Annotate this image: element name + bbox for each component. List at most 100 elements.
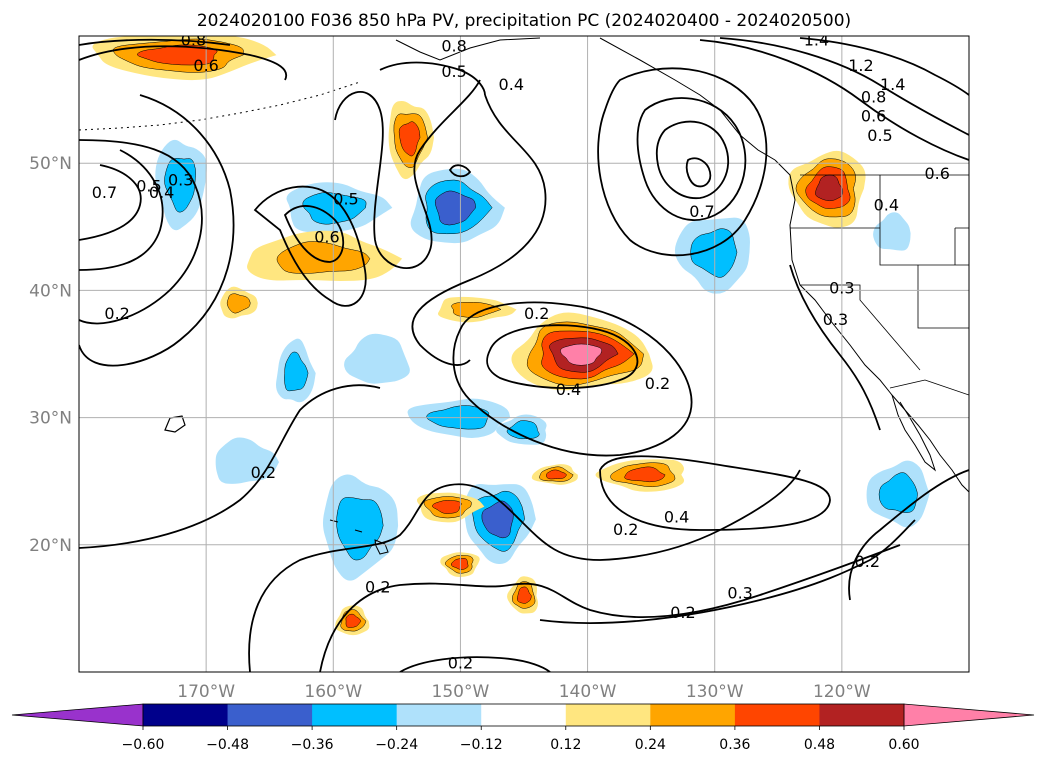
shaded-region [416,492,485,523]
contour-label: 0.6 [861,107,886,126]
shading-band [276,241,371,274]
contour-line [636,97,747,221]
contour-label: 0.8 [441,37,466,56]
contour-line [699,39,969,161]
shading-band [302,192,367,225]
map-panel: 0.80.60.80.50.41.41.21.40.80.60.50.70.50… [17,30,970,673]
shading-band [398,121,421,157]
contour-label: 0.6 [314,228,339,247]
contour-line [789,264,881,431]
contour-line [599,455,831,531]
colorbar-tick-label: 0.12 [550,737,581,753]
lon-tick-label: 170°W [177,682,235,702]
boundary-states-west [800,265,969,371]
contour-line [685,157,712,188]
contour-label: 0.5 [333,189,358,208]
shading-band [878,472,918,513]
map-layers: 0.80.60.80.50.41.41.21.40.80.60.50.70.50… [17,30,969,673]
contour-line [719,37,969,136]
colorbar-tick-label: 0.24 [635,737,666,753]
contour-label: 0.2 [670,603,695,622]
shaded-region [388,101,434,180]
latitude-labels: 50°N 40°N 30°N 20°N [29,154,72,556]
shading-band [516,586,532,604]
shaded-region [410,168,505,244]
colorbar-swatch [312,704,398,726]
shading-band [506,420,540,440]
shading-band [481,500,514,539]
colorbar-tick-label: −0.48 [206,737,249,753]
lon-tick-label: 120°W [813,682,871,702]
colorbar-tick-label: 0.36 [719,737,750,753]
contour-label: 0.3 [823,310,848,329]
shaded-region [437,296,517,323]
shaded-region [595,459,685,492]
contour-line [79,149,164,271]
colorbar-swatch [650,704,736,726]
map-frame [78,35,970,673]
colorbar: −0.60 −0.48 −0.36 −0.24 −0.12 0.12 0.24 0.36 0.4… [11,703,1035,753]
colorbar-swatch [481,704,567,726]
contour-line [799,37,969,96]
contour-label: 0.3 [727,584,752,603]
colorbar-swatch [227,704,313,726]
contour-labels: 0.80.60.80.50.41.41.21.40.80.60.50.70.50… [92,30,950,673]
contour-label: 0.2 [365,577,390,596]
shaded-region [215,437,279,484]
contour-label: 0.6 [193,56,218,75]
contour-line [411,94,547,366]
lon-tick-label: 160°W [304,682,362,702]
contour-line [79,94,235,367]
contour-line [253,185,367,307]
shaded-region [17,188,70,238]
contour-line [848,469,969,601]
lat-tick-label: 20°N [29,536,72,556]
contour-line [539,519,916,624]
contour-label: 0.2 [524,304,549,323]
contour-line [79,38,231,46]
colorbar-swatch [819,704,905,726]
lon-tick-label: 130°W [686,682,744,702]
coastlines [79,37,969,555]
contour-label: 0.2 [855,552,880,571]
coastline-alaska [395,37,541,61]
contour-label: 0.5 [136,177,161,196]
contour-line [655,120,730,199]
contour-label: 0.3 [829,278,854,297]
contour-line [334,79,481,269]
shading-band [451,302,502,318]
contour-line [79,164,142,241]
contour-label: 0.2 [251,463,276,482]
colorbar-tick-label: 0.48 [804,737,835,753]
coastline-west-coast [774,159,969,493]
shaded-region [276,338,316,403]
colorbar-tick-label: −0.24 [375,737,418,753]
shading-band [815,174,844,202]
shading-band [30,203,53,226]
shaded-region [788,150,866,228]
colorbar-tick-label: −0.12 [460,737,503,753]
contour-label: 0.8 [861,88,886,107]
contour-label: 0.3 [168,170,193,189]
shading-band [226,293,251,314]
coastline-panhandle [599,37,776,161]
shading-band [546,469,567,480]
colorbar-extend-max [903,703,1035,727]
contour-label: 1.4 [804,30,829,49]
contour-label: 0.4 [499,75,524,94]
shaded-region [440,552,480,578]
boundary-us-mexico [889,379,969,396]
colorbar-swatch [143,704,229,726]
contour-label: 0.2 [448,654,473,673]
shaded-region [496,414,547,445]
contour-line [597,67,768,257]
contour-label: 1.4 [880,75,905,94]
lon-tick-label: 150°W [432,682,490,702]
contour-label: 0.4 [664,507,689,526]
longitude-labels: 170°W 160°W 150°W 140°W 130°W 120°W [177,682,871,702]
lat-tick-label: 50°N [29,154,72,174]
lat-tick-label: 30°N [29,409,72,429]
lat-tick-label: 40°N [29,281,72,301]
shading-band [450,558,469,570]
